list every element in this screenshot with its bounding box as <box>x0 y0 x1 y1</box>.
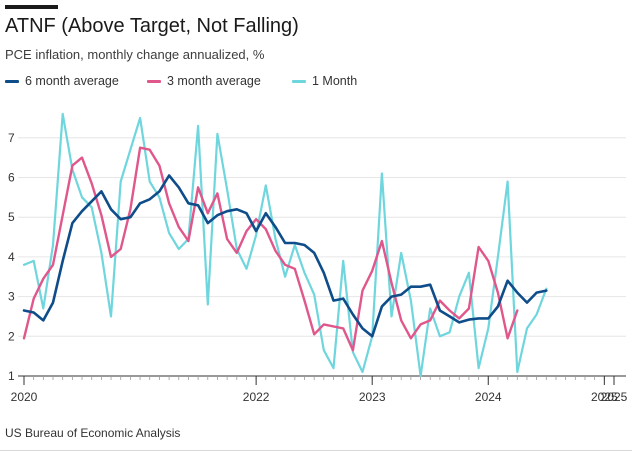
chart-subtitle: PCE inflation, monthly change annualized… <box>5 47 265 62</box>
y-tick-label-5: 5 <box>8 210 15 224</box>
bottom-divider <box>0 450 632 451</box>
legend-label-six-month: 6 month average <box>25 74 119 88</box>
series-line-six-month <box>22 174 548 338</box>
legend-swatch-six-month <box>5 79 19 83</box>
x-tick-label-2: 2023 <box>359 390 386 404</box>
legend-label-three-month: 3 month average <box>167 74 261 88</box>
y-tick-label-7: 7 <box>8 131 15 145</box>
legend-item-six-month: 6 month average <box>5 74 119 88</box>
legend-swatch-three-month <box>147 79 161 83</box>
y-tick-label-4: 4 <box>8 250 15 264</box>
chart-title: ATNF (Above Target, Not Falling) <box>5 15 299 37</box>
header-accent-bar <box>5 5 58 9</box>
legend-label-one-month: 1 Month <box>312 74 358 88</box>
series-line-three-month <box>22 146 519 352</box>
y-tick-label-1: 1 <box>8 369 15 383</box>
y-tick-label-2: 2 <box>8 329 15 343</box>
legend-item-one-month: 1 Month <box>292 74 357 88</box>
legend-item-three-month: 3 month average <box>147 74 261 88</box>
x-tick-label-3: 2024 <box>475 390 502 404</box>
series-line-one-month <box>22 112 548 378</box>
x-tick-label-0: 2020 <box>11 390 38 404</box>
y-tick-label-6: 6 <box>8 170 15 184</box>
legend-swatch-one-month <box>292 79 306 83</box>
series-layer <box>22 112 548 378</box>
x-tick-label-4: 2025 <box>591 390 618 404</box>
y-tick-label-3: 3 <box>8 290 15 304</box>
source-note: US Bureau of Economic Analysis <box>5 426 181 440</box>
x-tick-label-1: 2022 <box>243 390 270 404</box>
x-tick-label-5: 2025 <box>601 390 628 404</box>
